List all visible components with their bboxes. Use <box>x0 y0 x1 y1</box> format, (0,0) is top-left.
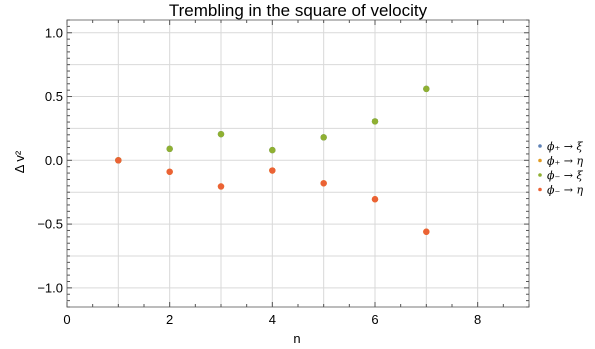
legend-marker <box>538 158 542 163</box>
legend-label: ϕ₊ → η <box>547 155 584 168</box>
legend-marker <box>538 144 542 148</box>
y-tick-label: 1.0 <box>45 25 63 40</box>
legend-marker <box>538 173 542 177</box>
data-point <box>320 180 327 187</box>
data-point <box>423 85 430 93</box>
data-point <box>269 146 276 154</box>
x-tick-label: 0 <box>63 312 70 327</box>
legend-marker <box>538 187 542 192</box>
x-tick-label: 2 <box>166 312 173 327</box>
data-point <box>423 228 430 235</box>
x-tick-label: 6 <box>371 312 378 327</box>
data-point <box>166 145 173 153</box>
x-tick-label: 8 <box>474 312 481 327</box>
data-point <box>320 134 327 141</box>
legend-label: ϕ₋ → η <box>547 184 584 197</box>
legend-label: ϕ₋ → ξ <box>547 169 584 182</box>
ticks: 0 2 4 6 8 −1.0 −0.5 0.0 0.5 1.0 <box>37 19 530 327</box>
y-axis-label: Δ v² <box>12 150 27 173</box>
data-point <box>269 167 276 174</box>
chart-title: Trembling in the square of velocity <box>169 1 428 20</box>
grid <box>67 20 529 307</box>
x-axis-label: n <box>293 331 300 346</box>
plot-frame <box>66 19 530 308</box>
frame-border <box>66 19 530 308</box>
y-tick-label: 0.5 <box>45 89 63 104</box>
data-point <box>371 118 379 125</box>
y-tick-label: 0.0 <box>45 153 63 168</box>
legend: ϕ₊ → ξ ϕ₊ → ηϕ₋ → ξ ϕ₋ → η <box>538 140 584 197</box>
data-point <box>115 157 122 164</box>
data-point <box>217 183 225 190</box>
data-point <box>166 168 173 175</box>
y-tick-label: −1.0 <box>37 280 63 295</box>
data-point <box>371 196 379 203</box>
x-tick-label: 4 <box>269 312 276 327</box>
data-point <box>217 130 225 138</box>
y-tick-label: −0.5 <box>37 217 63 232</box>
data-points <box>115 85 430 235</box>
legend-label: ϕ₊ → ξ <box>547 140 584 153</box>
